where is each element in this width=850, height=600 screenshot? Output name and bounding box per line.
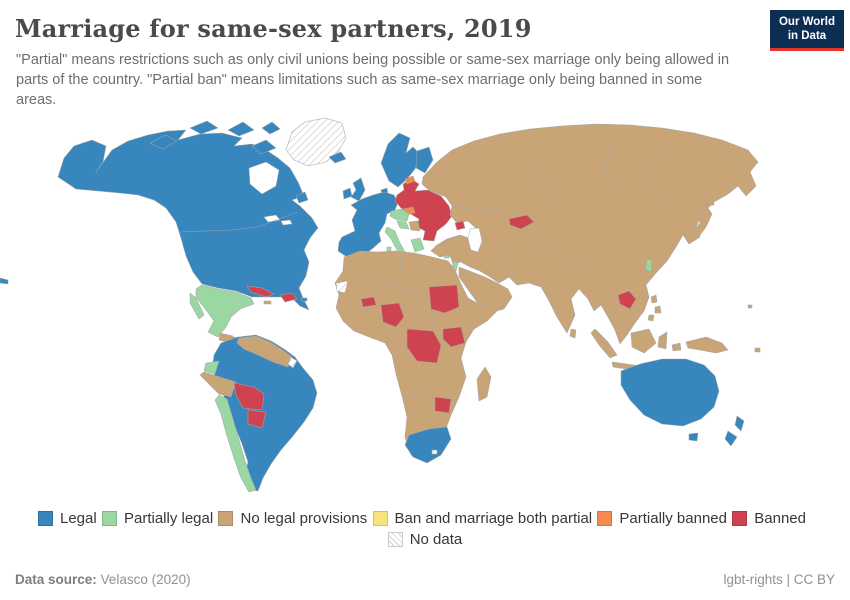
country-sri-lanka[interactable] xyxy=(569,328,577,339)
country-australia[interactable] xyxy=(620,358,720,427)
data-source-link[interactable]: Velasco (2020) xyxy=(100,572,191,587)
country-japan[interactable] xyxy=(691,204,713,240)
country-ecuador[interactable] xyxy=(203,360,220,375)
country-arabian-peninsula[interactable] xyxy=(458,266,513,313)
owid-logo-line1: Our World xyxy=(778,16,835,28)
country-united-kingdom[interactable] xyxy=(350,177,366,202)
page-title: Marriage for same-sex partners, 2019 xyxy=(15,14,532,43)
license-link[interactable]: lgbt-rights | CC BY xyxy=(723,572,835,587)
country-ireland[interactable] xyxy=(342,187,353,200)
country-croatia[interactable] xyxy=(396,220,410,230)
legend-item-legal[interactable]: Legal xyxy=(38,510,97,527)
country-jamaica[interactable] xyxy=(263,300,272,305)
country-hispaniola[interactable] xyxy=(279,292,298,303)
country-arctic-islands[interactable] xyxy=(149,120,281,155)
legend-label: Banned xyxy=(754,510,806,527)
country-madagascar[interactable] xyxy=(476,366,492,402)
legend-label: No legal provisions xyxy=(240,510,368,527)
country-french-guiana[interactable] xyxy=(287,356,298,369)
chart-footer: Data source: Velasco (2020) lgbt-rights … xyxy=(15,572,835,587)
country-zimbabwe[interactable] xyxy=(434,396,452,414)
caspian-sea-water xyxy=(467,227,483,253)
data-source: Data source: Velasco (2020) xyxy=(15,572,191,587)
legend-label: Partially banned xyxy=(619,510,727,527)
country-cyprus[interactable] xyxy=(443,254,452,259)
legend-item-banned[interactable]: Banned xyxy=(732,510,806,527)
country-central-europe[interactable] xyxy=(389,208,410,222)
country-dr-congo[interactable] xyxy=(406,328,442,364)
country-newfoundland[interactable] xyxy=(295,191,309,204)
country-hokkaido[interactable] xyxy=(704,196,715,207)
country-paraguay[interactable] xyxy=(247,409,267,429)
legend-item-partially-legal[interactable]: Partially legal xyxy=(101,510,214,527)
legend-label: Legal xyxy=(60,510,97,527)
africa-border-lines xyxy=(359,252,449,400)
legend-item-partially-banned[interactable]: Partially banned xyxy=(597,510,727,527)
country-armenia[interactable] xyxy=(454,220,466,231)
country-finland[interactable] xyxy=(415,146,434,174)
legend-label: Partially legal xyxy=(123,510,214,527)
country-western-sahara[interactable] xyxy=(335,280,349,294)
country-puerto-rico[interactable] xyxy=(300,297,308,302)
country-new-zealand[interactable] xyxy=(724,415,745,447)
country-new-guinea[interactable] xyxy=(685,336,729,354)
country-lesotho[interactable] xyxy=(431,449,438,455)
country-tasmania[interactable] xyxy=(688,432,699,442)
us-canada-border-line xyxy=(179,211,299,233)
country-scandinavia[interactable] xyxy=(380,132,422,188)
country-south-africa[interactable] xyxy=(404,426,452,464)
country-cambodia[interactable] xyxy=(617,290,637,310)
legend-item-no-data[interactable]: No data xyxy=(387,531,463,548)
data-source-label: Data source: xyxy=(15,572,97,587)
country-greece[interactable] xyxy=(410,237,425,253)
country-iceland[interactable] xyxy=(328,151,347,164)
country-sudan[interactable] xyxy=(428,284,460,314)
legend-swatch-partially-banned xyxy=(597,511,613,526)
country-uganda-kenya[interactable] xyxy=(442,326,466,348)
country-burkina-faso[interactable] xyxy=(360,296,377,308)
country-pacific-sliver[interactable] xyxy=(0,277,9,285)
owid-logo-line2: in Data xyxy=(787,30,827,43)
legend-swatch-partially-legal xyxy=(101,511,117,526)
country-mexico[interactable] xyxy=(195,284,255,338)
country-baja-california[interactable] xyxy=(189,292,205,320)
legend-swatch-ban-and-marriage-both-partial xyxy=(372,511,388,526)
asia-border-lines xyxy=(451,139,661,273)
country-chile[interactable] xyxy=(214,394,257,493)
legend-swatch-no-legal-provisions xyxy=(218,511,234,526)
owid-logo[interactable]: Our World in Data xyxy=(770,10,844,51)
country-taiwan[interactable] xyxy=(645,258,653,273)
country-philippines[interactable] xyxy=(647,294,662,322)
country-venezuela-guyanas[interactable] xyxy=(236,335,293,368)
country-bolivia[interactable] xyxy=(233,382,265,411)
country-peru[interactable] xyxy=(199,371,237,398)
country-nigeria[interactable] xyxy=(380,302,405,328)
legend-swatch-banned xyxy=(732,511,748,526)
country-cuba[interactable] xyxy=(246,285,275,298)
country-kyrgyzstan[interactable] xyxy=(508,214,535,230)
map-legend: Legal Partially legal No legal provision… xyxy=(0,510,850,548)
legend-label: No data xyxy=(409,531,463,548)
legend-row-1: Legal Partially legal No legal provision… xyxy=(0,510,850,527)
legend-swatch-legal xyxy=(38,511,53,526)
legend-item-no-legal-provisions[interactable]: No legal provisions xyxy=(218,510,367,527)
hudson-bay-water xyxy=(248,161,280,195)
world-map xyxy=(0,106,850,506)
country-greenland[interactable] xyxy=(285,117,347,167)
country-pacific-islands[interactable] xyxy=(747,304,761,353)
legend-item-ban-and-marriage-both-partial[interactable]: Ban and marriage both partial xyxy=(372,510,593,527)
country-russia-asia[interactable] xyxy=(421,123,759,345)
great-lakes-water xyxy=(263,214,293,226)
country-estonia[interactable] xyxy=(404,175,416,185)
legend-label: Ban and marriage both partial xyxy=(394,510,593,527)
legend-row-2: No data xyxy=(0,531,850,548)
chart-subtitle: "Partial" means restrictions such as onl… xyxy=(16,52,730,108)
legend-swatch-no-data xyxy=(387,532,403,547)
country-serbia[interactable] xyxy=(408,220,421,232)
